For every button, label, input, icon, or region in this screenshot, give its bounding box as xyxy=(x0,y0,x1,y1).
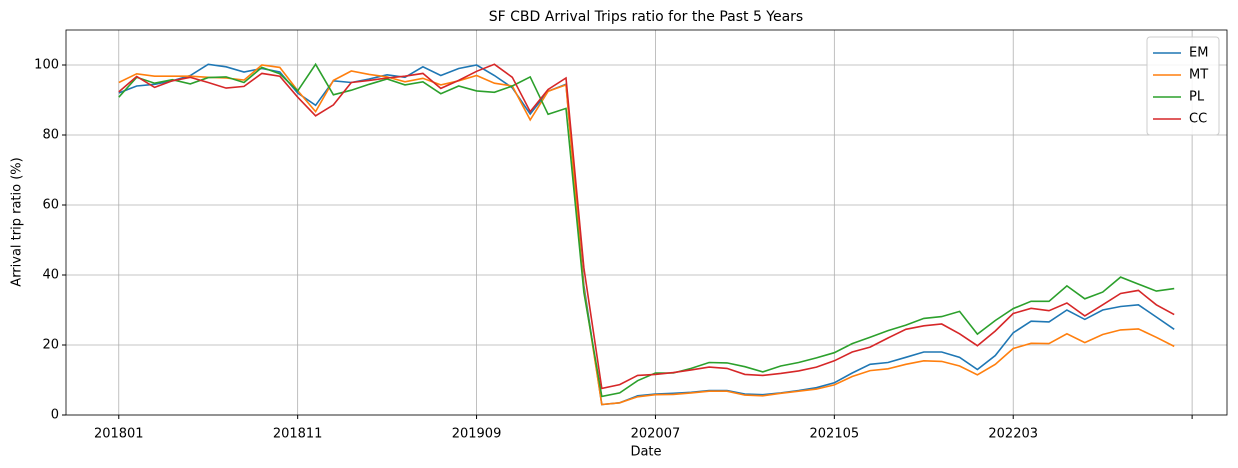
legend-label: EM xyxy=(1189,46,1208,61)
series-line xyxy=(118,63,1175,390)
legend-label: CC xyxy=(1189,112,1207,127)
x-tick-label: 201801 xyxy=(94,427,144,442)
x-tick-label: 201811 xyxy=(273,427,323,442)
x-tick-label: 202007 xyxy=(631,427,681,442)
y-tick-label: 60 xyxy=(42,198,59,213)
x-axis-label: Date xyxy=(630,445,661,460)
y-tick-label: 100 xyxy=(34,58,59,73)
series-line xyxy=(118,64,1175,406)
plot-frame xyxy=(65,29,1228,416)
legend-label: MT xyxy=(1189,68,1208,83)
x-tick-label: 202203 xyxy=(988,427,1038,442)
x-tick-label: 201909 xyxy=(452,427,502,442)
legend-box xyxy=(1146,36,1220,136)
y-tick-label: 0 xyxy=(51,408,59,423)
x-tick-label: 202105 xyxy=(810,427,860,442)
chart-title: SF CBD Arrival Trips ratio for the Past … xyxy=(489,9,803,25)
y-tick-label: 80 xyxy=(42,128,59,143)
series-line xyxy=(118,62,1175,398)
legend: EM MT PL CC xyxy=(1146,36,1220,136)
y-tick-label: 20 xyxy=(42,338,59,353)
legend-label: PL xyxy=(1189,90,1205,105)
y-tick-label: 40 xyxy=(42,268,59,283)
y-axis-label: Arrival trip ratio (%) xyxy=(10,157,25,286)
series-line xyxy=(118,63,1175,406)
